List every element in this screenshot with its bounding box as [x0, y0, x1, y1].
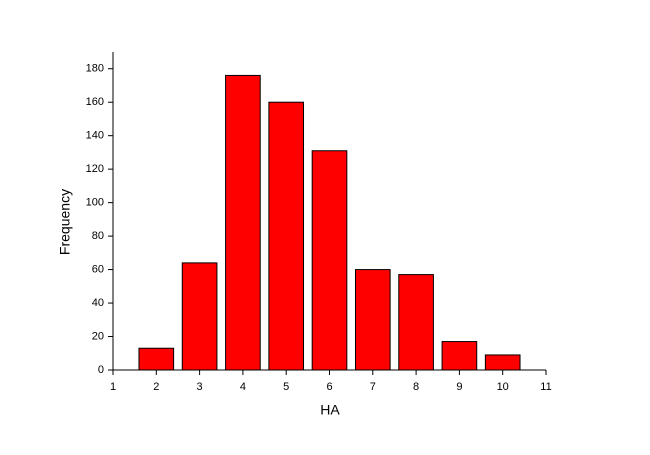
y-tick-label: 20	[92, 330, 104, 342]
x-tick-label: 11	[540, 381, 551, 393]
x-tick-label: 4	[240, 381, 246, 393]
y-tick-label: 140	[86, 130, 104, 142]
y-tick-label: 0	[98, 364, 104, 376]
y-tick-label: 120	[86, 163, 104, 175]
x-tick-label: 8	[413, 381, 419, 393]
bar	[138, 347, 175, 371]
x-tick-label: 2	[153, 381, 159, 393]
y-tick-label: 80	[92, 230, 104, 242]
bar	[225, 74, 261, 371]
bar	[441, 341, 478, 371]
x-tick-label: 1	[110, 381, 116, 393]
x-tick-label: 5	[283, 381, 289, 393]
x-tick-label: 7	[370, 381, 376, 393]
x-tick-label: 3	[197, 381, 203, 393]
y-tick-label: 60	[92, 263, 104, 275]
bar	[354, 269, 391, 371]
y-tick-label: 180	[86, 63, 104, 75]
y-axis-label: Frequency	[57, 189, 73, 255]
bar	[181, 262, 218, 371]
x-tick-label: 6	[326, 381, 332, 393]
bar	[398, 274, 434, 371]
y-tick-label: 100	[86, 197, 104, 209]
bar	[484, 354, 521, 371]
x-tick-label: 10	[497, 381, 509, 393]
bar	[268, 101, 305, 371]
x-tick-label: 9	[456, 381, 462, 393]
x-axis-label: HA	[320, 402, 340, 418]
y-tick-label: 160	[86, 96, 104, 108]
y-tick-label: 40	[92, 297, 104, 309]
bar	[311, 150, 348, 371]
